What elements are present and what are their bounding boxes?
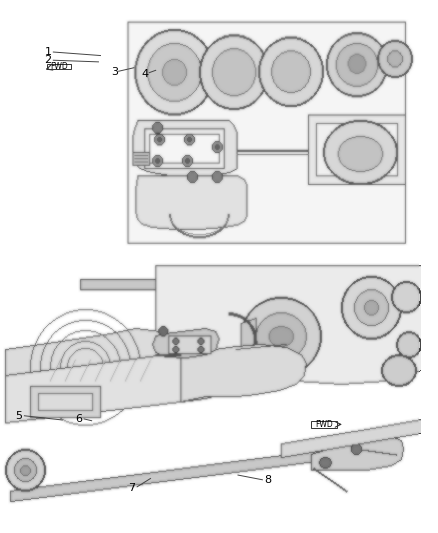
Text: 4: 4: [141, 69, 149, 79]
Text: 7: 7: [128, 483, 136, 493]
Text: 5: 5: [15, 411, 22, 421]
Text: 2: 2: [45, 55, 52, 65]
Text: FWD: FWD: [50, 62, 68, 71]
Text: 1: 1: [45, 47, 52, 57]
Text: 3: 3: [111, 67, 118, 77]
FancyBboxPatch shape: [311, 421, 337, 428]
Text: FWD: FWD: [315, 420, 333, 429]
FancyBboxPatch shape: [47, 63, 71, 69]
Text: 6: 6: [75, 414, 82, 424]
Text: 8: 8: [264, 475, 271, 485]
